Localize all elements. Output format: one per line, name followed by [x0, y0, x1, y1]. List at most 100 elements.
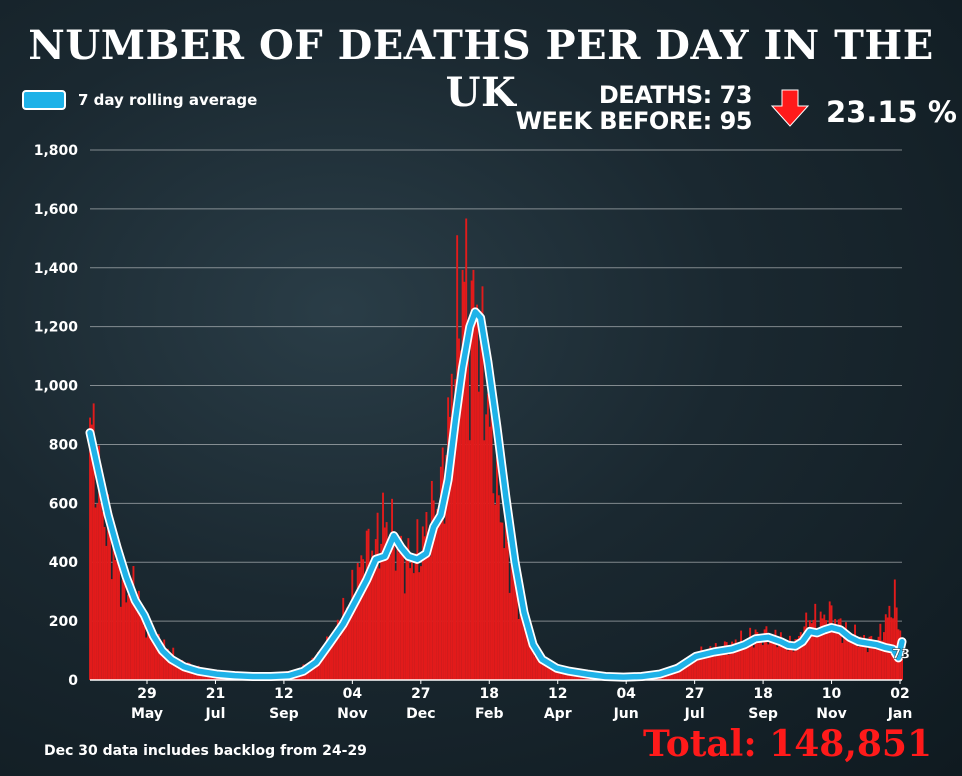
- daily-bar: [434, 534, 437, 680]
- daily-bar: [810, 623, 813, 680]
- legend: 7 day rolling average: [22, 90, 257, 110]
- daily-bar: [396, 540, 399, 680]
- daily-bar: [740, 630, 743, 680]
- down-arrow-icon: [770, 89, 810, 127]
- daily-bar: [537, 656, 540, 680]
- deaths-week-before: WEEK BEFORE: 95: [515, 107, 753, 135]
- daily-bar: [486, 393, 489, 680]
- daily-bar: [772, 635, 775, 680]
- daily-bar: [866, 652, 869, 680]
- y-tick-label: 0: [68, 673, 78, 689]
- daily-bar: [116, 562, 119, 680]
- daily-bar: [445, 455, 448, 680]
- daily-bar: [472, 269, 475, 680]
- daily-bar: [313, 663, 316, 680]
- daily-bar: [770, 636, 773, 680]
- daily-bar: [505, 511, 507, 680]
- daily-bar: [423, 536, 426, 680]
- x-tick-day: 29: [137, 686, 156, 702]
- daily-bar: [418, 572, 421, 680]
- daily-bar: [528, 639, 531, 680]
- daily-bar: [859, 636, 862, 680]
- daily-bar: [329, 648, 332, 680]
- daily-bar: [481, 286, 484, 680]
- daily-bar: [514, 582, 516, 680]
- daily-bar: [400, 535, 403, 680]
- daily-bar: [177, 658, 180, 680]
- daily-bar: [170, 655, 173, 680]
- daily-bar: [819, 611, 822, 680]
- daily-bar: [667, 672, 670, 680]
- daily-bar: [360, 555, 363, 680]
- daily-bar: [134, 601, 137, 680]
- daily-bar: [512, 567, 515, 680]
- daily-bar: [383, 527, 386, 680]
- x-tick-month: Jan: [887, 706, 913, 722]
- daily-bar: [767, 644, 770, 680]
- daily-bar: [108, 532, 111, 680]
- daily-bar: [857, 646, 860, 680]
- daily-bar: [429, 556, 431, 680]
- daily-bar: [391, 498, 394, 680]
- daily-bar: [98, 445, 101, 680]
- daily-bar: [713, 656, 715, 680]
- daily-bar: [506, 542, 509, 680]
- daily-bar: [456, 235, 459, 680]
- daily-bar: [157, 633, 160, 680]
- daily-bar: [732, 643, 735, 680]
- daily-bar: [828, 601, 831, 680]
- daily-bar: [895, 607, 898, 680]
- daily-bar: [901, 644, 903, 680]
- daily-bar: [362, 559, 365, 680]
- stats-block: DEATHS: 73 WEEK BEFORE: 95: [515, 81, 753, 135]
- x-tick-month: Jul: [684, 706, 705, 722]
- daily-bar: [376, 512, 379, 680]
- daily-bar: [414, 553, 417, 680]
- deaths-today: DEATHS: 73: [598, 81, 753, 109]
- daily-bar: [725, 642, 728, 680]
- daily-bar: [438, 524, 441, 680]
- daily-bar: [568, 671, 571, 680]
- daily-bar: [830, 605, 833, 680]
- daily-bar: [893, 579, 896, 680]
- daily-bar: [427, 538, 430, 680]
- x-tick-month: May: [131, 706, 163, 722]
- daily-bar: [347, 607, 350, 680]
- daily-bar: [781, 642, 784, 680]
- daily-bar: [322, 650, 325, 680]
- daily-bar: [380, 543, 383, 680]
- daily-bar: [130, 591, 133, 680]
- daily-bar: [873, 642, 876, 680]
- daily-bar: [382, 492, 384, 680]
- daily-bar: [345, 607, 348, 680]
- daily-bar: [848, 632, 851, 680]
- daily-bar: [727, 654, 730, 680]
- x-tick-day: 12: [548, 686, 567, 702]
- x-tick-month: Nov: [337, 706, 367, 722]
- daily-bar: [832, 628, 835, 680]
- daily-bar: [845, 622, 847, 680]
- daily-bar: [776, 647, 779, 680]
- daily-bar: [105, 545, 108, 680]
- x-tick-day: 04: [616, 686, 636, 702]
- x-tick-day: 18: [753, 686, 772, 702]
- y-tick-label: 1,400: [34, 261, 79, 277]
- average-line: [87, 309, 905, 680]
- daily-bar: [132, 566, 135, 680]
- daily-bar: [788, 635, 791, 680]
- daily-bar: [474, 311, 477, 680]
- x-tick-month: Feb: [475, 706, 504, 722]
- footnote: Dec 30 data includes backlog from 24-29: [44, 743, 367, 759]
- daily-bar: [101, 511, 104, 680]
- daily-bar: [501, 522, 504, 680]
- daily-bar: [843, 633, 846, 680]
- daily-bar: [517, 618, 520, 680]
- daily-bar: [778, 645, 781, 680]
- daily-bar: [351, 569, 354, 680]
- daily-bar: [163, 639, 166, 680]
- daily-bar: [128, 598, 131, 680]
- daily-bar: [479, 311, 482, 680]
- daily-bar: [483, 440, 486, 680]
- daily-bar: [798, 635, 800, 680]
- daily-bar: [492, 493, 495, 680]
